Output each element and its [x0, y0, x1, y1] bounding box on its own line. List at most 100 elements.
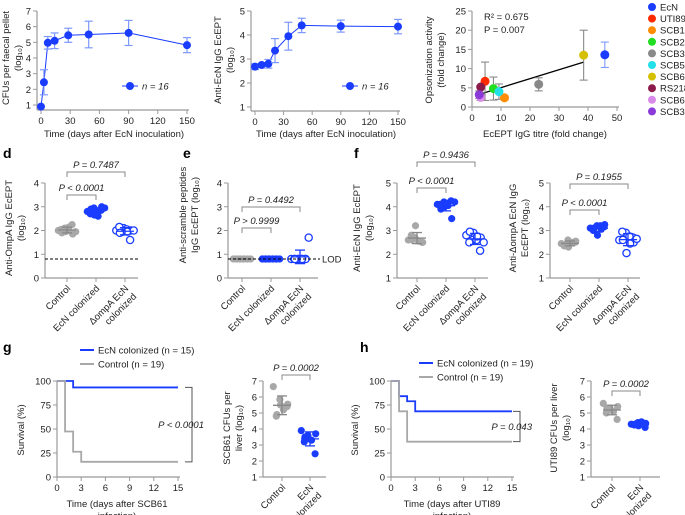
data-point: [64, 31, 73, 40]
data-point: [448, 215, 456, 223]
stat-annotation: R² = 0.675: [484, 12, 529, 23]
y-tick-label: 4: [386, 202, 391, 213]
data-point: [284, 400, 292, 408]
data-point: [125, 235, 135, 245]
x-tick-label: 60: [307, 117, 318, 128]
legend-label: SCB12: [660, 26, 685, 37]
data-point-scb58: [494, 87, 504, 97]
x-tick-label: 90: [123, 116, 134, 127]
data-point: [84, 30, 93, 39]
x-tick-label: 0: [469, 113, 474, 124]
x-tick-label: 30: [554, 113, 565, 124]
legend-marker: [648, 72, 656, 81]
p-value-label: P = 0.0002: [273, 363, 320, 374]
lod-label: LOD: [322, 255, 342, 266]
chart-c: 0 5 10 15 20 25 0 10 20 30 40 50 EcEPT IgG titre (fo…: [424, 3, 685, 141]
legend-label: SCB34: [660, 49, 685, 60]
chart-h1: 0 25 50 75 100 0 3 6 9 12 15 Time (days after UTI89…: [350, 359, 533, 515]
y-tick-label: 7: [26, 7, 31, 18]
y-tick-label: 0: [380, 473, 385, 484]
x-tick-label: 3: [413, 483, 418, 494]
legend-label: UTI89: [660, 14, 685, 25]
y-tick-label: 4: [240, 31, 245, 42]
x-tick-label: 150: [179, 116, 195, 127]
y-tick-label: 2: [252, 457, 257, 468]
data-point: [72, 228, 80, 236]
y-tick-label: 4: [252, 425, 257, 436]
legend-label: EcN: [660, 3, 678, 14]
survival-curve: [391, 380, 512, 413]
y-tick-label: 4: [539, 202, 544, 213]
p-value-label: P = 0.9436: [423, 150, 470, 161]
data-point: [437, 205, 445, 213]
chart-h2: 1 2 3 4 5 6 7 UTI89 CFUs per liver (log₁₀) Contro…: [549, 377, 660, 515]
y-tick-label: 6: [26, 22, 31, 33]
y-tick-label: 1: [580, 473, 585, 484]
y-tick-label: 4: [217, 179, 222, 190]
data-point-scb34: [534, 79, 544, 89]
x-tick-label: 6: [437, 483, 442, 494]
significance-bracket: [611, 390, 641, 396]
x-tick-label: 0: [388, 483, 393, 494]
legend-marker: [648, 3, 656, 11]
y-tick-label: 3: [240, 55, 245, 66]
y-tick-label: 3: [217, 202, 222, 213]
x-tick-label: 120: [150, 116, 166, 127]
x-tick-label: 60: [94, 116, 105, 127]
y-tick-label: 5: [539, 179, 544, 190]
y-axis-title: Anti-scramble peptides: [178, 166, 189, 263]
legend-label: n = 16: [362, 82, 389, 93]
x-tick-label: 150: [390, 117, 406, 128]
data-point-scb61: [579, 50, 589, 60]
x-axis-title: infection): [98, 511, 137, 515]
data-point: [622, 248, 631, 258]
data-point: [251, 62, 259, 71]
data-point: [50, 36, 59, 45]
y-tick-label: 0: [217, 274, 222, 285]
y-axis-title: SCB61 CFUs per: [222, 391, 233, 464]
data-point: [613, 415, 621, 423]
stat-annotation: P = 0.007: [484, 25, 525, 36]
legend-label: EcN colonized (n = 19): [437, 359, 533, 370]
panel-label-e: e: [183, 145, 191, 161]
significance-bracket: [185, 386, 193, 463]
legend-label: SCB61: [660, 72, 685, 83]
x-tick-label: 50: [612, 113, 623, 124]
y-tick-label: 2: [240, 79, 245, 90]
y-tick-label: 3: [34, 202, 39, 213]
panel-label-d: d: [3, 145, 12, 161]
data-point: [304, 233, 313, 242]
significance-bracket: [569, 183, 629, 189]
panel-label-f: f: [354, 145, 359, 161]
y-axis-title: (log₁₀): [13, 45, 24, 71]
data-point: [465, 227, 475, 236]
y-tick-label: 3: [580, 441, 585, 452]
y-tick-label: 25: [374, 449, 385, 460]
y-tick-label: 0: [46, 473, 51, 484]
y-tick-label: 25: [455, 7, 466, 18]
y-tick-label: 10: [455, 64, 466, 75]
x-tick-label: 0: [38, 116, 43, 127]
data-point: [124, 28, 133, 37]
legend-marker: [648, 95, 656, 104]
y-tick-label: 3: [539, 226, 544, 237]
p-value-label: P < 0.0001: [59, 183, 105, 194]
x-axis-title: Time (days after UTI89: [404, 499, 501, 510]
legend-marker: [648, 84, 656, 93]
y-tick-label: 1: [386, 274, 391, 285]
data-point: [479, 238, 488, 247]
data-point: [297, 21, 306, 30]
y-tick-label: 0: [461, 103, 466, 114]
y-axis-title: (fold change): [436, 32, 447, 87]
y-tick-label: 4: [34, 179, 39, 190]
y-tick-label: 4: [26, 54, 31, 65]
y-tick-label: 75: [374, 401, 385, 412]
x-axis-title: Time (days after EcN inoculation): [44, 129, 184, 140]
data-point: [269, 383, 277, 391]
data-point: [632, 234, 641, 244]
y-axis-title: Anti-EcN IgG EcEPT: [352, 184, 363, 272]
significance-bracket: [281, 374, 311, 380]
data-point: [273, 411, 281, 419]
chart-e: 0 1 2 3 4 Anti-scramble peptides IgG EcEPT (lo…: [178, 166, 342, 334]
legend-label: RS218: [660, 84, 685, 95]
